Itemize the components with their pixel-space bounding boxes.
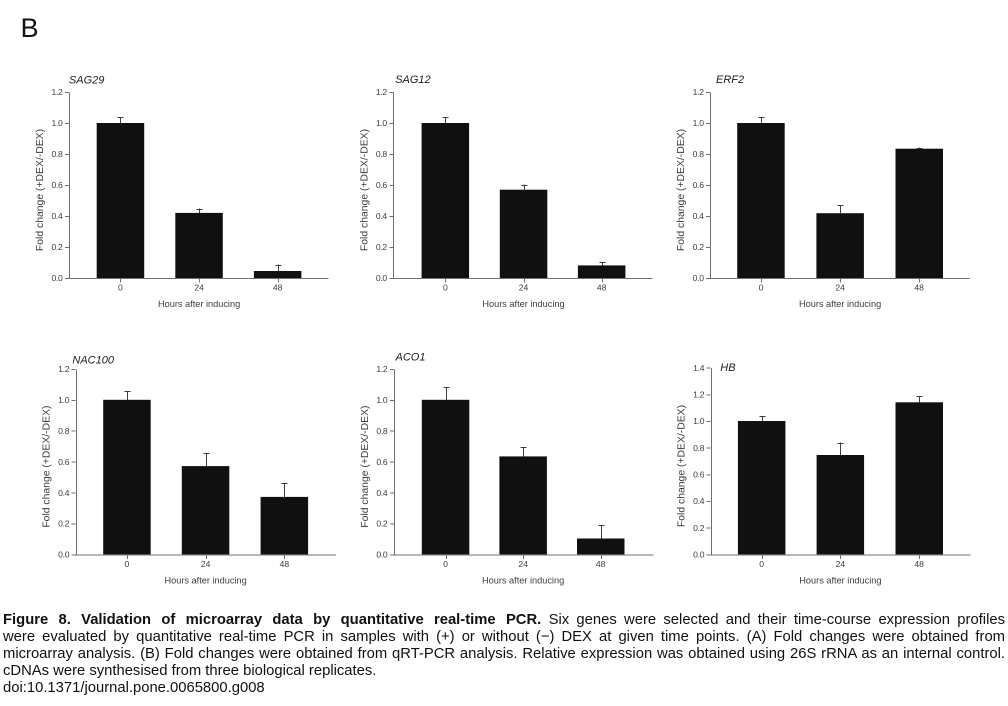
svg-text:0.0: 0.0 — [693, 550, 705, 560]
svg-text:Hours after inducing: Hours after inducing — [799, 575, 881, 585]
svg-text:0.0: 0.0 — [376, 550, 388, 560]
svg-text:0.8: 0.8 — [693, 149, 705, 159]
svg-text:24: 24 — [194, 282, 204, 292]
svg-text:Hours after inducing: Hours after inducing — [158, 299, 240, 309]
svg-text:48: 48 — [280, 559, 290, 569]
svg-text:1.0: 1.0 — [693, 118, 705, 128]
svg-text:0.0: 0.0 — [58, 550, 70, 560]
svg-text:0.4: 0.4 — [58, 488, 70, 498]
svg-text:0.2: 0.2 — [693, 523, 705, 533]
svg-text:1.0: 1.0 — [58, 395, 70, 405]
svg-text:1.2: 1.2 — [51, 87, 63, 97]
svg-text:0.4: 0.4 — [376, 211, 388, 221]
svg-text:0.8: 0.8 — [376, 426, 388, 436]
svg-text:ACO1: ACO1 — [395, 352, 426, 364]
svg-text:ERF2: ERF2 — [716, 74, 744, 86]
svg-text:0.0: 0.0 — [376, 273, 388, 283]
svg-text:24: 24 — [519, 282, 529, 292]
svg-text:NAC100: NAC100 — [72, 354, 114, 366]
svg-text:HB: HB — [720, 362, 735, 374]
svg-text:0.6: 0.6 — [376, 180, 388, 190]
svg-text:0.4: 0.4 — [376, 488, 388, 498]
svg-text:Hours after inducing: Hours after inducing — [482, 299, 564, 309]
svg-text:SAG12: SAG12 — [395, 74, 430, 86]
svg-text:0: 0 — [759, 559, 764, 569]
svg-text:0.2: 0.2 — [51, 242, 63, 252]
svg-text:24: 24 — [201, 559, 211, 569]
svg-text:0.4: 0.4 — [693, 211, 705, 221]
svg-text:Fold change (+DEX/-DEX): Fold change (+DEX/-DEX) — [360, 406, 371, 528]
svg-text:24: 24 — [518, 559, 528, 569]
svg-text:1.0: 1.0 — [376, 118, 388, 128]
svg-text:1.0: 1.0 — [376, 395, 388, 405]
svg-text:0.6: 0.6 — [693, 180, 705, 190]
svg-text:0.8: 0.8 — [51, 149, 63, 159]
svg-text:Fold change (+DEX/-DEX): Fold change (+DEX/-DEX) — [677, 405, 688, 527]
svg-text:48: 48 — [914, 282, 924, 292]
svg-text:48: 48 — [596, 559, 606, 569]
svg-text:Fold change (+DEX/-DEX): Fold change (+DEX/-DEX) — [42, 406, 53, 528]
svg-text:0.8: 0.8 — [58, 426, 70, 436]
svg-text:0.6: 0.6 — [51, 180, 63, 190]
svg-text:1.2: 1.2 — [58, 364, 70, 374]
svg-text:24: 24 — [835, 282, 845, 292]
svg-text:1.2: 1.2 — [693, 87, 705, 97]
svg-text:0.4: 0.4 — [51, 211, 63, 221]
svg-text:0.4: 0.4 — [693, 496, 705, 506]
svg-text:Fold change (+DEX/-DEX): Fold change (+DEX/-DEX) — [676, 129, 687, 251]
svg-text:0: 0 — [125, 559, 130, 569]
svg-text:1.2: 1.2 — [376, 364, 388, 374]
svg-text:Hours after inducing: Hours after inducing — [799, 299, 881, 309]
svg-text:Hours after inducing: Hours after inducing — [164, 575, 246, 585]
svg-text:48: 48 — [914, 559, 924, 569]
svg-text:Hours after inducing: Hours after inducing — [482, 575, 564, 585]
svg-text:0.2: 0.2 — [376, 519, 388, 529]
svg-text:1.0: 1.0 — [693, 416, 705, 426]
svg-text:1.0: 1.0 — [51, 118, 63, 128]
svg-text:0.2: 0.2 — [58, 519, 70, 529]
svg-text:0.6: 0.6 — [58, 457, 70, 467]
svg-text:Fold change (+DEX/-DEX): Fold change (+DEX/-DEX) — [359, 129, 370, 251]
svg-text:0.0: 0.0 — [693, 273, 705, 283]
svg-text:0: 0 — [759, 282, 764, 292]
svg-text:48: 48 — [273, 282, 283, 292]
svg-text:0.8: 0.8 — [376, 149, 388, 159]
svg-text:1.2: 1.2 — [693, 390, 705, 400]
svg-text:0.0: 0.0 — [51, 273, 63, 283]
svg-text:1.4: 1.4 — [693, 363, 705, 373]
svg-text:0: 0 — [118, 282, 123, 292]
svg-text:24: 24 — [836, 559, 846, 569]
svg-text:48: 48 — [597, 282, 607, 292]
svg-text:Fold change (+DEX/-DEX): Fold change (+DEX/-DEX) — [35, 129, 46, 251]
svg-text:0: 0 — [443, 282, 448, 292]
svg-text:SAG29: SAG29 — [69, 75, 104, 87]
svg-text:0.6: 0.6 — [376, 457, 388, 467]
svg-text:0.6: 0.6 — [693, 470, 705, 480]
svg-text:0.2: 0.2 — [376, 242, 388, 252]
svg-text:1.2: 1.2 — [376, 87, 388, 97]
svg-text:0: 0 — [443, 559, 448, 569]
svg-text:0.8: 0.8 — [693, 443, 705, 453]
svg-text:0.2: 0.2 — [693, 242, 705, 252]
